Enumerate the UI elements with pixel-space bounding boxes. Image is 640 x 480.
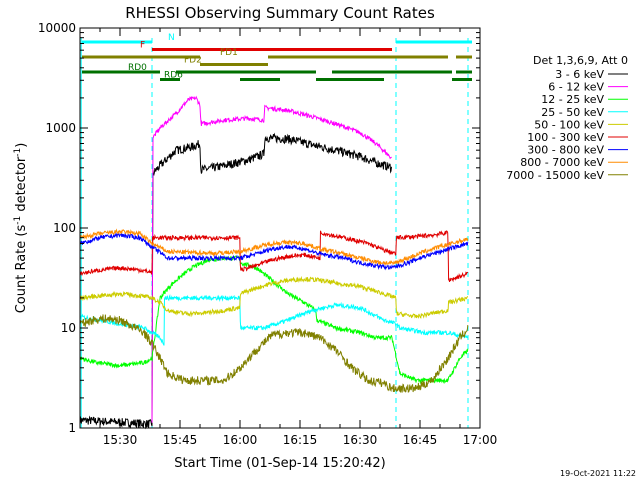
series-line-3	[79, 293, 469, 346]
x-axis-label: Start Time (01-Sep-14 15:20:42)	[174, 456, 385, 471]
legend-entry-label: 12 - 25 keV	[541, 93, 604, 106]
legend-entry-label: 100 - 300 keV	[527, 131, 604, 144]
series-line-2	[79, 255, 469, 385]
x-tick-label: 15:45	[163, 433, 198, 447]
timestamp: 19-Oct-2021 11:22	[560, 469, 636, 478]
legend-entry-label: 300 - 800 keV	[527, 144, 604, 157]
series-line-8	[79, 314, 469, 393]
y-axis-label-sup2: -1	[13, 148, 23, 157]
x-tick-label: 15:30	[103, 433, 138, 447]
series-line-6	[79, 231, 469, 271]
flag-label-rd0: RD0	[128, 63, 147, 73]
series-line-7	[79, 228, 469, 266]
y-tick-label: 1000	[45, 121, 76, 135]
y-tick-label: 1	[68, 421, 76, 435]
legend-entry-label: 7000 - 15000 keV	[506, 169, 604, 182]
flag-label-rd6: RD6	[164, 71, 183, 81]
y-tick-label: 10	[61, 321, 76, 335]
flag-label-n: N	[168, 33, 175, 43]
legend-entry-label: 3 - 6 keV	[555, 68, 604, 81]
plot-layer: N F FD1 FD2 RD0 RD6	[79, 33, 472, 430]
y-axis-label-part: Count Rate (s	[14, 225, 29, 314]
y-tick-label: 10000	[38, 21, 76, 35]
flag-label-fd2: FD2	[184, 56, 202, 66]
legend-entry-label: 800 - 7000 keV	[520, 156, 604, 169]
x-tick-label: 16:30	[343, 433, 378, 447]
legend-entry-label: 50 - 100 keV	[534, 118, 604, 131]
x-tick-label: 17:00	[463, 433, 498, 447]
y-axis-label-sup1: -1	[13, 216, 23, 225]
flag-label-fd1: FD1	[220, 48, 238, 58]
plot-frame	[79, 27, 481, 429]
flag-label-f: F	[140, 41, 145, 51]
series-line-4	[79, 275, 468, 319]
series-line-1	[151, 95, 392, 423]
x-tick-label: 16:15	[283, 433, 318, 447]
x-tick-label: 16:00	[223, 433, 258, 447]
legend-entry-label: 25 - 50 keV	[541, 106, 604, 119]
y-tick-label: 100	[53, 221, 76, 235]
y-axis-label-group: Count Rate (s-1 detector-1)	[13, 143, 29, 314]
legend-entry-label: 6 - 12 keV	[548, 81, 604, 94]
legend-title: Det 1,3,6,9, Att 0	[533, 54, 628, 67]
chart-title: RHESSI Observing Summary Count Rates	[125, 4, 435, 22]
axis-layer: 1 10 100 1000 10000 15:30 15:45 16:00 16:15 16:30…	[38, 21, 497, 447]
y-axis-label: Count Rate (s-1 detector-1)	[13, 143, 29, 314]
series-line-5	[79, 230, 469, 283]
y-axis-label-mid: detector	[14, 156, 29, 216]
series-line-0	[79, 132, 392, 430]
x-tick-label: 16:45	[403, 433, 438, 447]
y-axis-label-end: )	[14, 143, 29, 148]
